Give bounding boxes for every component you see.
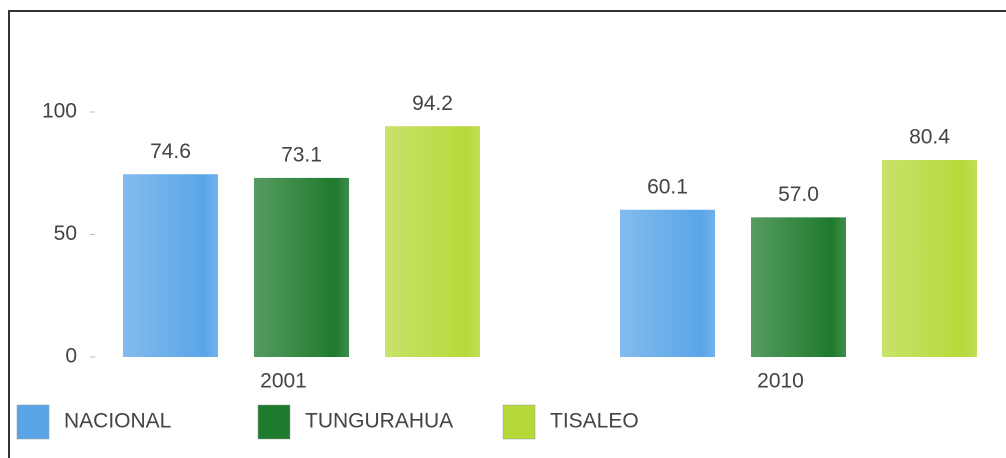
value-label: 74.6 xyxy=(150,140,191,163)
value-label: 94.2 xyxy=(412,92,453,115)
value-label: 57.0 xyxy=(778,183,819,206)
value-label: 60.1 xyxy=(647,175,688,198)
y-tick-label: 0 xyxy=(65,345,77,368)
bar xyxy=(123,174,218,357)
value-label: 73.1 xyxy=(281,143,322,166)
x-tick-label: 2001 xyxy=(260,370,307,393)
y-tick-label: 100 xyxy=(42,100,77,123)
legend-swatch xyxy=(257,404,291,440)
legend-swatch xyxy=(502,404,536,440)
bar xyxy=(254,177,349,357)
bar xyxy=(620,209,715,357)
legend-label: TISALEO xyxy=(550,410,639,433)
y-tick-label: 50 xyxy=(54,222,77,245)
legend-label: NACIONAL xyxy=(64,410,171,433)
legend-swatch xyxy=(16,404,50,440)
bar xyxy=(751,217,846,357)
value-label: 80.4 xyxy=(909,126,950,149)
bar xyxy=(882,160,977,357)
bar xyxy=(385,126,480,358)
x-tick-label: 2010 xyxy=(757,370,804,393)
legend-label: TUNGURAHUA xyxy=(305,410,453,433)
